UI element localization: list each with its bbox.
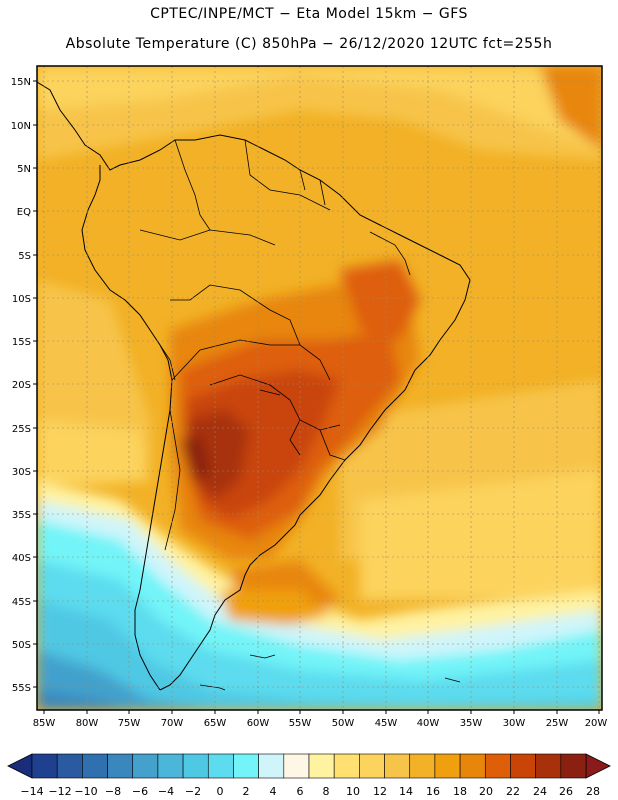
country-borders [139,139,346,551]
lon-label: 50W [332,718,355,729]
lon-label: 25W [546,718,569,729]
colorbar-swatch [107,753,134,779]
lat-label: 5S [18,251,31,262]
colorbar-label: −8 [105,785,121,798]
colorbar-swatch [31,753,58,779]
lon-label: 55W [289,718,312,729]
lat-label: 45S [12,597,31,608]
lat-label: 50S [12,640,31,651]
colorbar-swatch [308,753,335,779]
lat-label: 5N [17,164,31,175]
colorbar-swatch [384,753,411,779]
colorbar-swatch [510,753,536,779]
colorbar-label: 10 [346,785,360,798]
lon-label: 80W [76,718,99,729]
colorbar-swatch [434,753,461,779]
colorbar-swatch [560,753,587,779]
colorbar-label: 24 [533,785,547,798]
colorbar-swatch [333,753,360,779]
colorbar-swatch [409,753,436,779]
lon-label: 60W [247,718,270,729]
graticule [37,66,602,710]
title-line-1: CPTEC/INPE/MCT − Eta Model 15km − GFS [150,6,468,22]
colorbar-swatch [359,753,385,779]
colorbar-label: 22 [506,785,520,798]
colorbar-swatch [535,753,562,779]
lat-label: 15N [11,77,31,88]
colorbar-label: 2 [243,785,250,798]
lat-label: EQ [17,207,31,218]
axis-ticks [33,80,600,714]
colorbar-label: −12 [48,785,71,798]
lat-label: 35S [12,510,31,521]
colorbar-swatch [258,753,285,779]
colorbar-high-arrow [585,753,611,779]
colorbar-label: 12 [373,785,387,798]
colorbar-swatch [82,753,108,779]
colorbar-label: −10 [74,785,97,798]
colorbar-label: 18 [453,785,467,798]
colorbar-label: −2 [185,785,201,798]
lon-label: 45W [375,718,398,729]
colorbar-label: 6 [297,785,304,798]
colorbar-label: 20 [479,785,493,798]
temperature-field [37,66,602,710]
lon-label: 70W [161,718,184,729]
map-frame [36,65,603,711]
colorbar: −14 −12 −10 −8 −6 −4 −2 0 2 4 6 8 10 12 … [7,753,611,798]
colorbar-swatch [182,753,209,779]
colorbar-label: 28 [586,785,600,798]
lat-label: 30S [12,467,31,478]
colorbar-swatch [56,753,83,779]
lat-label: 40S [12,553,31,564]
colorbar-label: 4 [270,785,277,798]
lat-label: 20S [12,380,31,391]
colorbar-label: 8 [323,785,330,798]
colorbar-swatch [459,753,486,779]
coastlines [37,81,471,691]
lon-label: 20W [585,718,608,729]
colorbar-label: 14 [399,785,413,798]
lat-label: 15S [12,337,31,348]
title-line-2: Absolute Temperature (C) 850hPa − 26/12/… [65,36,553,52]
lon-label: 35W [460,718,483,729]
colorbar-label: −6 [132,785,148,798]
colorbar-label: 16 [426,785,440,798]
lon-label: 40W [417,718,440,729]
lat-label: 10N [11,121,31,132]
colorbar-label: −4 [158,785,174,798]
colorbar-label: 26 [559,785,573,798]
colorbar-swatch [233,753,259,779]
lon-label: 30W [503,718,526,729]
colorbar-low-arrow [7,753,33,779]
colorbar-swatch [207,753,234,779]
lon-label: 65W [204,718,227,729]
lon-label: 75W [118,718,141,729]
lat-label: 25S [12,424,31,435]
colorbar-swatch [283,753,310,779]
lon-label: 85W [33,718,56,729]
colorbar-label: −14 [20,785,43,798]
lat-label: 10S [12,294,31,305]
colorbar-swatch [132,753,159,779]
colorbar-label: 0 [217,785,224,798]
colorbar-swatch [484,753,511,779]
lat-label: 55S [12,683,31,694]
colorbar-swatch [157,753,184,779]
